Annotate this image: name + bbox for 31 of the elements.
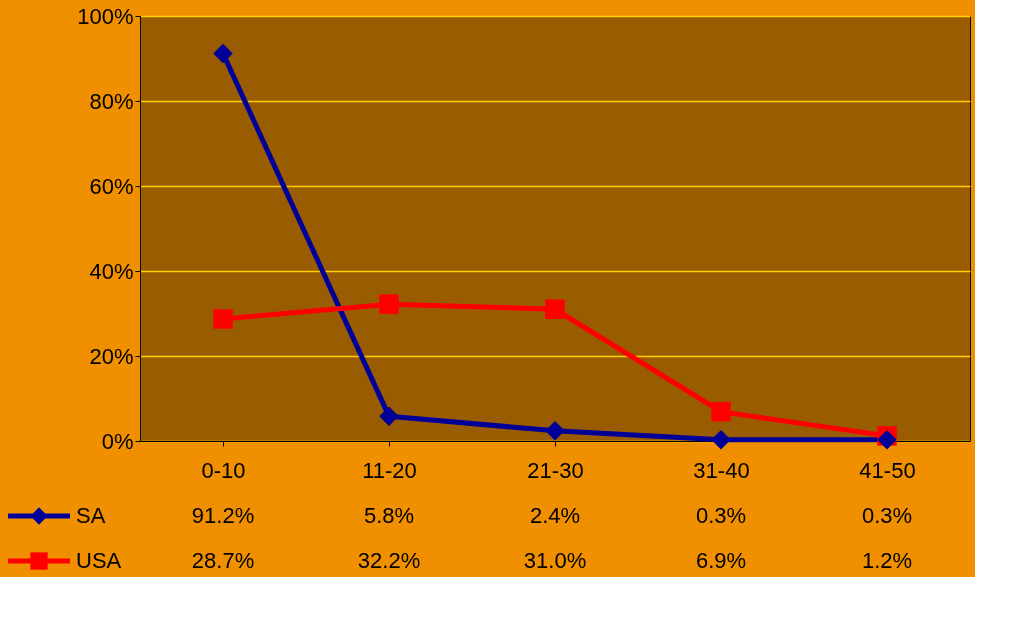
data-label: 0.3% [695,503,747,528]
y-tick-label: 60% [89,173,134,199]
point [379,406,399,427]
y-tick-label: 40% [89,258,134,284]
point [545,421,565,441]
y-tick-label: 20% [89,343,134,369]
data-label: 1.2% [861,548,913,573]
x-tick-label: 0-10 [201,457,246,483]
data-label: 32.2% [357,548,421,573]
y-tick-label: 100% [77,3,134,29]
data-label: 28.7% [191,548,255,573]
point [711,401,731,422]
point [213,309,233,329]
x-tick-label: 31-40 [693,457,750,483]
data-label: 91.2% [191,503,255,528]
legend-label: USA [76,548,122,573]
data-label: 6.9% [695,548,747,573]
x-tick-label: 11-20 [362,457,417,483]
point [711,429,731,450]
x-tick-label: 41-50 [859,457,916,483]
data-label: 0.3% [861,503,913,528]
data-label: 5.8% [363,503,415,528]
y-tick-label: 0% [101,428,134,454]
legend-label: SA [76,503,106,528]
y-tick-label: 80% [89,88,134,114]
data-label: 2.4% [529,503,581,528]
point [379,294,399,314]
data-label: 31.0% [523,548,587,573]
x-tick-label: 21-30 [527,457,584,483]
point [213,43,233,64]
point [545,299,565,319]
